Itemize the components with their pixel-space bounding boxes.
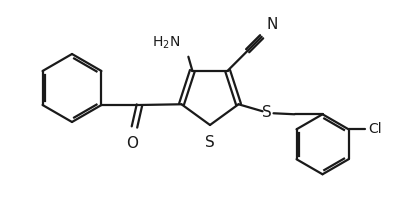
Text: N: N [267, 17, 278, 32]
Text: S: S [262, 105, 272, 120]
Text: Cl: Cl [368, 122, 382, 136]
Text: O: O [126, 136, 138, 151]
Text: H$_2$N: H$_2$N [152, 34, 180, 51]
Text: S: S [205, 135, 215, 150]
